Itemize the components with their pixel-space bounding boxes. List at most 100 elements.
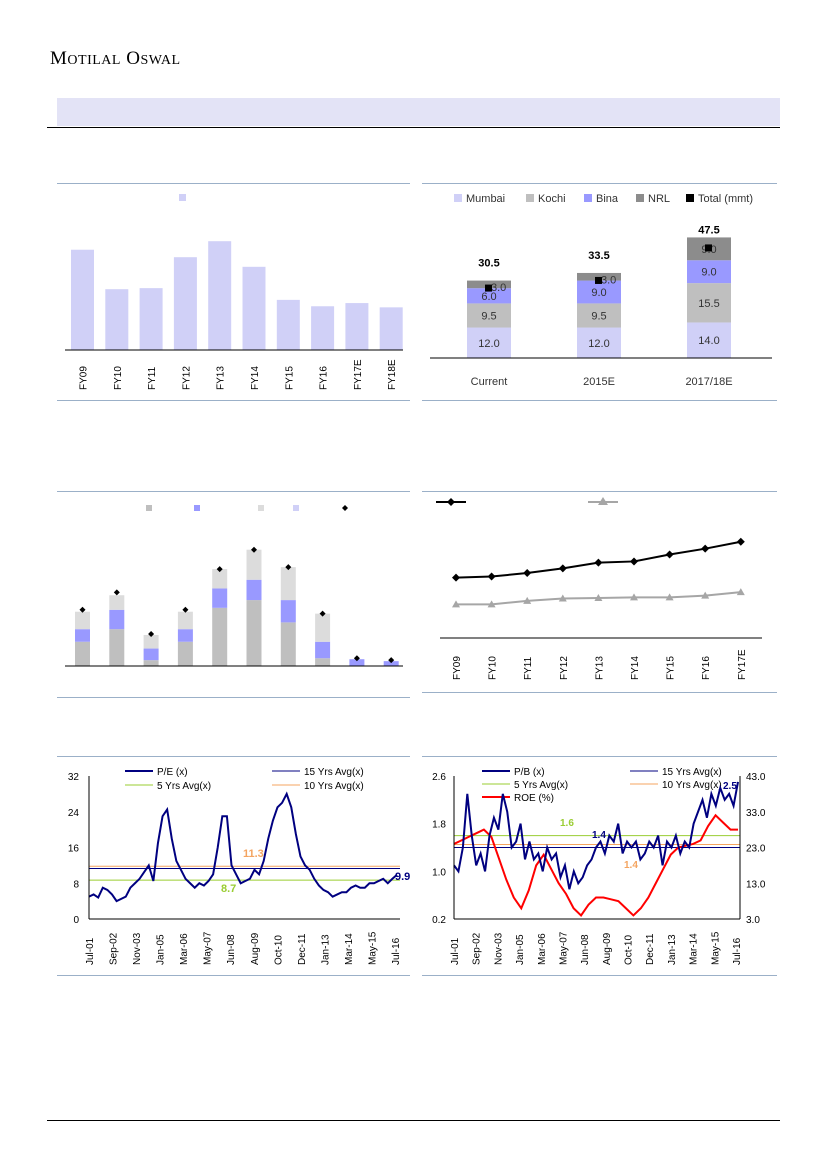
- segment-label: 15.5: [698, 298, 719, 310]
- x-tick-label: May-07: [558, 931, 569, 965]
- segment-label: 12.0: [588, 338, 609, 350]
- x-tick-label: Jul-01: [85, 937, 96, 965]
- brand-logo: MOTILAL OSWAL: [50, 48, 181, 70]
- x-tick-label: Jul-01: [450, 937, 461, 965]
- x-tick-label: Oct-10: [624, 935, 635, 965]
- x-tick-label: FY15: [284, 366, 295, 390]
- last-value-label: 9.9: [395, 871, 410, 883]
- stack-segment: [246, 549, 262, 580]
- segment-label: 3.0: [491, 282, 506, 294]
- stack-segment: [177, 629, 193, 642]
- pe-line: [88, 791, 398, 903]
- y-tick-label: 0: [73, 915, 79, 926]
- y-tick-label: 8: [73, 879, 79, 890]
- legend-label: 5 Yrs Avg(x): [514, 780, 568, 791]
- stack-segment: [212, 569, 228, 589]
- x-tick-label: Dec-11: [645, 933, 656, 965]
- total-marker: [353, 655, 360, 662]
- legend-label: ROE (%): [514, 793, 554, 804]
- x-tick-label: FY16: [701, 656, 712, 680]
- stack-segment: [577, 327, 621, 358]
- x-tick-label: FY14: [630, 656, 641, 680]
- legend-label: Mumbai: [466, 193, 505, 205]
- x-tick-label: Aug-09: [250, 932, 261, 965]
- panel-bottom-rule: [422, 975, 777, 976]
- point-marker: [594, 593, 603, 601]
- panel-top-rule: [422, 183, 777, 184]
- panel-top-rule: [57, 491, 410, 492]
- bar: [379, 307, 403, 350]
- stack-segment: [143, 634, 159, 649]
- stack-segment: [109, 609, 125, 630]
- pb-roe-chart: P/B (x) 15 Yrs Avg(x) 5 Yrs Avg(x) 10 Yrs A…: [432, 767, 766, 965]
- pb-roe-chart-panel: P/B (x) 15 Yrs Avg(x) 5 Yrs Avg(x) 10 Yrs A…: [422, 760, 777, 972]
- section-banner: [57, 98, 780, 126]
- point-marker: [523, 569, 532, 578]
- bar: [311, 306, 335, 350]
- panel-bottom-rule: [57, 400, 410, 401]
- stack-segment: [687, 260, 731, 284]
- stack-segment: [383, 661, 399, 666]
- stack-segment: [577, 272, 621, 281]
- y-tick-label-right: 13.0: [746, 879, 766, 890]
- x-tick-label: Jan-13: [320, 934, 331, 965]
- legend-swatch: [526, 194, 534, 202]
- last-value-label: 2.5: [723, 781, 737, 792]
- legend-swatch: [293, 505, 299, 511]
- bar: [71, 249, 94, 350]
- x-tick-label: Dec-11: [297, 933, 308, 965]
- x-tick-label: Jul-16: [391, 937, 402, 965]
- stacked-chart-panel: [57, 494, 410, 694]
- x-tick-label: FY11: [147, 366, 158, 390]
- point-marker: [701, 544, 710, 553]
- stack-segment: [467, 280, 511, 289]
- stack-segment: [143, 648, 159, 661]
- x-tick-label: 2017/18E: [685, 376, 732, 388]
- stack-segment: [177, 641, 193, 666]
- bar: [276, 299, 300, 350]
- x-tick-label: FY12: [181, 366, 192, 390]
- x-tick-label: Jun-08: [580, 934, 591, 965]
- x-tick-label: Sep-02: [472, 932, 483, 965]
- capacity-chart: Mumbai Kochi Bina NRL Total (mmt) 12.0 9.5 6.0…: [430, 193, 772, 388]
- point-marker: [452, 600, 460, 608]
- point-marker: [487, 572, 496, 581]
- point-marker: [736, 588, 745, 596]
- stack-segment: [177, 611, 193, 630]
- bar: [173, 257, 197, 350]
- x-tick-label: FY18E: [387, 359, 398, 390]
- bar: [345, 303, 369, 350]
- stack-segment: [109, 629, 125, 666]
- segment-label: 3.0: [601, 275, 616, 287]
- legend-marker: [447, 498, 455, 506]
- y-tick-label-left: 0.2: [432, 915, 446, 926]
- avg10-label: 1.4: [624, 860, 638, 871]
- fy-bar-chart: FY09 FY10 FY11 FY12 FY13 FY14 FY15 FY16 FY17E FY1…: [65, 194, 403, 390]
- x-tick-label: FY17E: [353, 359, 364, 390]
- point-marker: [558, 564, 567, 573]
- legend-swatch: [146, 505, 152, 511]
- legend-label: Bina: [596, 193, 619, 205]
- stack-segment: [687, 322, 731, 358]
- total-label: 30.5: [478, 258, 499, 270]
- y-tick-label-right: 23.0: [746, 844, 766, 855]
- two-line-chart: FY09 FY10 FY11 FY12 FY13 FY14 FY15 FY16 FY17E: [436, 497, 762, 680]
- x-tick-label: FY10: [113, 366, 124, 390]
- fy-bar-chart-panel: FY09 FY10 FY11 FY12 FY13 FY14 FY15 FY16 FY17E FY1…: [57, 186, 410, 398]
- point-marker: [487, 600, 496, 608]
- x-tick-label: FY13: [216, 366, 227, 390]
- point-marker: [665, 550, 674, 559]
- legend-label: 10 Yrs Avg(x): [662, 780, 722, 791]
- legend-label: Total (mmt): [698, 193, 753, 205]
- avg15-label: 1.4: [592, 830, 606, 841]
- legend-label: P/E (x): [157, 767, 188, 778]
- bar: [242, 266, 266, 350]
- pe-chart: P/E (x) 15 Yrs Avg(x) 5 Yrs Avg(x) 10 Yrs A…: [68, 767, 410, 965]
- brand-initial-1: M: [50, 48, 68, 69]
- x-tick-label: Sep-02: [109, 932, 120, 965]
- footer-rule: [47, 1120, 780, 1121]
- legend-swatch: [584, 194, 592, 202]
- brand-rest-1: OTILAL: [67, 53, 121, 68]
- bar: [105, 289, 129, 350]
- point-marker: [452, 573, 460, 582]
